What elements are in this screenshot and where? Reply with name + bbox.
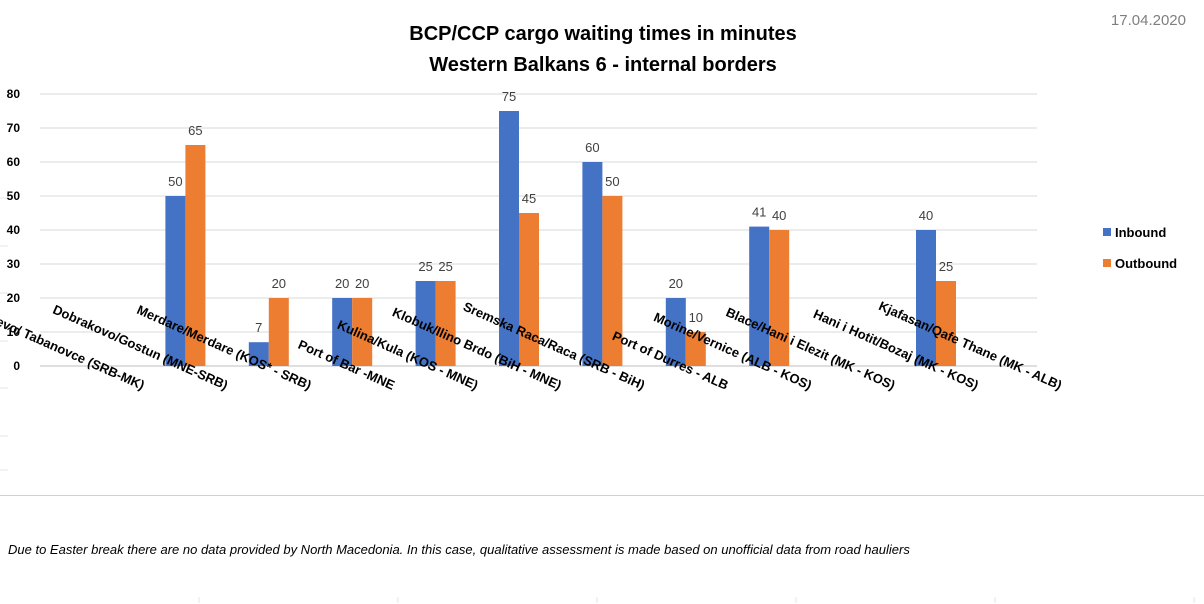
bar-inbound xyxy=(665,298,686,366)
legend-label: Outbound xyxy=(1115,256,1177,271)
bar-outbound xyxy=(435,281,456,366)
footnote-row: Due to Easter break there are no data pr… xyxy=(0,495,1204,604)
bar-outbound xyxy=(268,298,289,366)
data-label-inbound: 20 xyxy=(335,276,349,291)
bar-outbound xyxy=(519,213,539,366)
data-label-outbound: 40 xyxy=(772,208,786,223)
data-label-inbound: 60 xyxy=(585,140,599,155)
data-label-inbound: 75 xyxy=(502,89,516,104)
bar-inbound xyxy=(165,196,186,366)
bar-inbound xyxy=(749,226,770,366)
y-tick-label: 60 xyxy=(7,155,21,169)
data-label-outbound: 50 xyxy=(605,174,619,189)
data-label-inbound: 40 xyxy=(919,208,933,223)
bar-outbound xyxy=(185,145,206,366)
y-tick-label: 70 xyxy=(7,121,21,135)
bar-inbound xyxy=(916,230,936,366)
chart-title: BCP/CCP cargo waiting times in minutes xyxy=(409,23,796,45)
chart-area: BCP/CCP cargo waiting times in minutes W… xyxy=(0,12,1186,393)
bar-outbound xyxy=(352,298,373,366)
bar-outbound xyxy=(936,281,956,366)
data-label-outbound: 65 xyxy=(188,123,202,138)
data-label-inbound: 20 xyxy=(669,276,683,291)
bar-inbound xyxy=(499,111,519,366)
legend: Inbound Outbound xyxy=(1103,225,1177,271)
y-tick-label: 30 xyxy=(7,257,21,271)
data-label-outbound: 25 xyxy=(438,259,452,274)
data-label-outbound: 20 xyxy=(272,276,286,291)
bar-chart: BCP/CCP cargo waiting times in minutes W… xyxy=(0,23,1177,393)
y-tick-label: 20 xyxy=(7,291,21,305)
legend-label: Inbound xyxy=(1115,225,1166,240)
report-date: 17.04.2020 xyxy=(1110,12,1186,29)
bar-inbound xyxy=(415,281,436,366)
legend-swatch xyxy=(1103,259,1111,267)
y-tick-label: 10 xyxy=(7,325,21,339)
y-tick-label: 0 xyxy=(13,359,20,373)
data-label-inbound: 7 xyxy=(255,320,262,335)
data-label-outbound: 10 xyxy=(689,310,703,325)
chart-subtitle: Western Balkans 6 - internal borders xyxy=(429,54,777,76)
bars-layer xyxy=(165,111,956,366)
data-label-outbound: 45 xyxy=(522,191,536,206)
bar-inbound xyxy=(582,162,603,366)
data-label-outbound: 20 xyxy=(355,276,369,291)
data-label-outbound: 25 xyxy=(939,259,953,274)
data-label-inbound: 50 xyxy=(168,174,182,189)
y-tick-label: 80 xyxy=(7,87,21,101)
legend-swatch xyxy=(1103,228,1111,236)
bar-inbound xyxy=(332,298,353,366)
bar-outbound xyxy=(602,196,623,366)
data-label-inbound: 41 xyxy=(752,205,766,220)
data-label-inbound: 25 xyxy=(418,259,432,274)
footnote-text: Due to Easter break there are no data pr… xyxy=(8,542,910,557)
bar-outbound xyxy=(769,230,790,366)
bar-inbound xyxy=(248,342,269,366)
bar-outbound xyxy=(685,332,706,366)
y-tick-label: 40 xyxy=(7,223,21,237)
y-tick-label: 50 xyxy=(7,189,21,203)
